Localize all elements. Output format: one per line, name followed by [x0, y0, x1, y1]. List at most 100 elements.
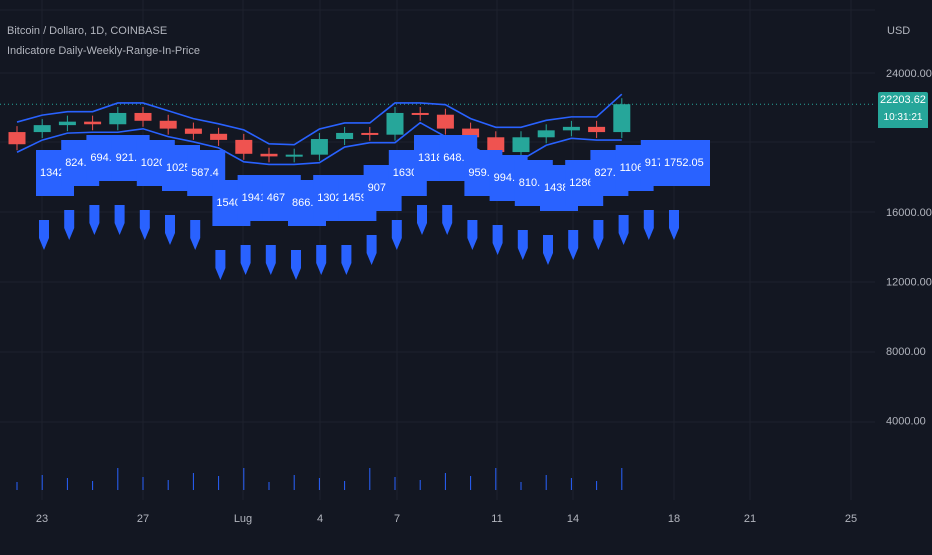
range-label-text: 1540.: [216, 197, 244, 209]
pin-marker: [417, 205, 427, 235]
price-tick-label: 12000.00: [886, 277, 932, 289]
candle-body: [210, 133, 228, 140]
bar-countdown: 10:31:21: [878, 108, 928, 128]
candle-body: [462, 128, 480, 138]
range-label-text: 1020: [141, 157, 165, 169]
candle-body: [58, 121, 76, 126]
time-tick-label: 4: [317, 513, 323, 525]
range-label-text: 1302.: [317, 192, 345, 204]
pin-marker: [215, 250, 226, 280]
pin-marker: [139, 210, 150, 240]
time-tick-label: 23: [36, 513, 48, 525]
pin-marker: [89, 205, 100, 235]
candle-body: [411, 112, 429, 115]
volume-bar: [318, 478, 320, 490]
pin-marker: [442, 205, 453, 235]
volume-bar: [243, 468, 245, 490]
pin-marker: [669, 210, 679, 240]
time-tick-label: Lug: [234, 513, 252, 525]
volume-bar: [66, 478, 68, 490]
range-label-text: 1459.: [342, 192, 370, 204]
upper-range-line: [16, 93, 623, 146]
time-tick-label: 7: [394, 513, 400, 525]
time-axis[interactable]: 23 27 Lug 4 7 11 14 18 21 25: [0, 500, 875, 550]
pin-marker: [543, 235, 553, 265]
volume-bar: [117, 468, 119, 490]
range-label-text: 1438.: [544, 182, 572, 194]
candle-body: [386, 112, 404, 135]
pin-marker: [190, 220, 201, 250]
range-label-text: 1342.: [40, 167, 68, 179]
volume-bar: [218, 476, 220, 490]
range-label-text: 1630: [393, 167, 417, 179]
candle-body: [537, 130, 555, 138]
volume-bar: [142, 477, 144, 490]
range-label-text: 994.2: [494, 172, 522, 184]
range-label[interactable]: 1752.05: [660, 140, 710, 240]
range-label-text: 921.3: [116, 152, 144, 164]
candle-body: [134, 112, 152, 121]
candle-body: [184, 128, 202, 134]
currency-label: USD: [887, 25, 911, 37]
pin-marker: [265, 245, 276, 275]
pin-marker: [467, 220, 478, 250]
candle-body: [310, 139, 328, 155]
volume-bar: [268, 482, 270, 490]
candle-body: [260, 153, 278, 157]
symbol-title[interactable]: Bitcoin / Dollaro, 1D, COINBASE: [7, 25, 168, 37]
candle-body: [285, 154, 303, 157]
indicator-title[interactable]: Indicatore Daily-Weekly-Range-In-Price: [7, 45, 200, 57]
range-label-text: 824.5: [65, 157, 93, 169]
candles-layer: [8, 98, 631, 163]
volume-bar: [41, 475, 43, 490]
candle-body: [487, 137, 505, 153]
pin-marker: [391, 220, 402, 250]
volume-bar: [394, 477, 396, 490]
volume-bar: [570, 478, 572, 490]
pin-marker: [341, 245, 352, 275]
range-label-text: 1752.05: [664, 157, 704, 169]
volume-bar: [419, 480, 421, 490]
range-label-text: 467: [267, 192, 285, 204]
range-label-text: 917: [645, 157, 663, 169]
pin-marker: [64, 210, 75, 240]
price-tick-label: 4000.00: [886, 416, 926, 428]
price-tick-label: 8000.00: [886, 346, 926, 358]
volume-bar: [92, 481, 94, 490]
pin-marker: [593, 220, 604, 250]
volume-bar: [596, 481, 598, 490]
candle-body: [613, 104, 631, 133]
pin-marker: [316, 245, 327, 275]
candle-body: [235, 139, 253, 154]
candle-body: [33, 125, 51, 133]
time-tick-label: 25: [845, 513, 857, 525]
price-tick-label: 16000.00: [886, 207, 932, 219]
price-tick-label: 24000.00: [886, 68, 932, 80]
volume-bar: [470, 476, 472, 490]
volume-bar: [545, 475, 547, 490]
pin-marker: [517, 230, 528, 260]
range-label-text: 827.7: [594, 167, 622, 179]
range-label-text: 959.2: [468, 167, 496, 179]
volume-bar: [369, 468, 371, 490]
pin-marker: [240, 245, 251, 275]
candle-body: [84, 121, 102, 125]
pin-marker: [39, 220, 49, 250]
volume-bar: [16, 482, 18, 490]
time-tick-label: 18: [668, 513, 680, 525]
range-label-text: 587.4: [191, 167, 219, 179]
candle-body: [436, 114, 454, 129]
pin-marker: [291, 250, 301, 280]
time-tick-label: 21: [744, 513, 756, 525]
volume-bar: [621, 468, 623, 490]
candle-body: [336, 132, 354, 140]
volume-bar: [520, 482, 522, 490]
time-tick-label: 27: [137, 513, 149, 525]
range-label-text: 694.5: [90, 152, 118, 164]
price-axis[interactable]: 24000.00 16000.00 12000.00 8000.00 4000.00: [875, 0, 932, 550]
volume-bar: [344, 481, 346, 490]
candle-body: [109, 112, 127, 125]
pin-marker: [618, 215, 629, 245]
